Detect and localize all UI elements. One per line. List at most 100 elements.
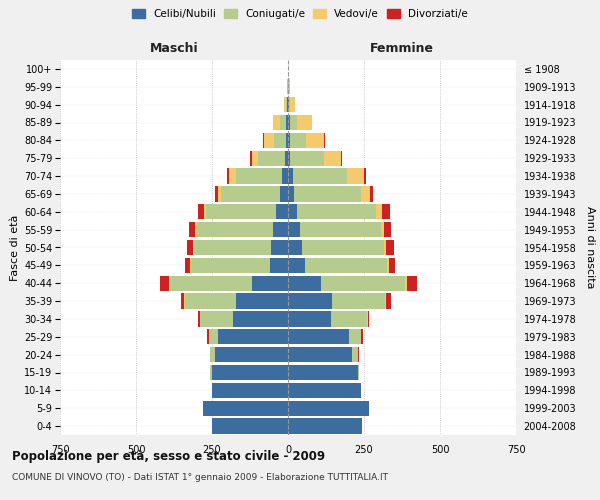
Bar — [203, 400, 288, 416]
Bar — [288, 115, 290, 130]
Bar — [215, 347, 288, 362]
Bar — [349, 329, 361, 344]
Bar — [209, 329, 218, 344]
Legend: Celibi/Nubili, Coniugati/e, Vedovi/e, Divorziati/e: Celibi/Nubili, Coniugati/e, Vedovi/e, Di… — [128, 5, 472, 24]
Bar — [280, 186, 288, 202]
Bar — [288, 204, 297, 220]
Bar — [364, 168, 365, 184]
Bar — [352, 347, 358, 362]
Bar — [288, 258, 305, 273]
Bar — [251, 150, 257, 166]
Bar — [324, 150, 341, 166]
Bar — [271, 240, 288, 255]
Bar — [288, 294, 332, 308]
Bar — [257, 150, 285, 166]
Bar — [273, 115, 280, 130]
Bar — [288, 222, 300, 237]
Bar — [294, 186, 361, 202]
Bar — [384, 240, 386, 255]
Bar — [288, 276, 322, 291]
Bar — [284, 97, 286, 112]
Bar — [288, 347, 352, 362]
Bar — [211, 365, 212, 380]
Bar — [195, 222, 197, 237]
Bar — [290, 133, 306, 148]
Bar — [290, 150, 324, 166]
Bar — [361, 186, 370, 202]
Bar — [293, 168, 347, 184]
Bar — [332, 294, 385, 308]
Bar — [200, 312, 233, 326]
Bar — [297, 115, 313, 130]
Bar — [160, 276, 169, 291]
Bar — [288, 150, 290, 166]
Bar — [287, 97, 288, 112]
Bar — [205, 204, 206, 220]
Bar — [331, 312, 367, 326]
Bar — [384, 222, 391, 237]
Bar — [212, 418, 288, 434]
Bar — [288, 329, 349, 344]
Bar — [236, 168, 282, 184]
Bar — [290, 115, 297, 130]
Bar — [218, 329, 288, 344]
Bar — [381, 222, 384, 237]
Bar — [288, 418, 362, 434]
Bar — [285, 150, 288, 166]
Bar — [211, 347, 215, 362]
Text: Popolazione per età, sesso e stato civile - 2009: Popolazione per età, sesso e stato civil… — [12, 450, 325, 463]
Bar — [229, 168, 236, 184]
Bar — [221, 186, 280, 202]
Bar — [191, 258, 270, 273]
Bar — [322, 276, 405, 291]
Bar — [190, 258, 191, 273]
Bar — [302, 240, 384, 255]
Bar — [276, 204, 288, 220]
Bar — [288, 168, 293, 184]
Bar — [288, 97, 289, 112]
Bar — [288, 400, 368, 416]
Bar — [273, 222, 288, 237]
Bar — [407, 276, 417, 291]
Bar — [286, 133, 288, 148]
Bar — [263, 133, 274, 148]
Bar — [385, 294, 386, 308]
Y-axis label: Fasce di età: Fasce di età — [10, 214, 20, 280]
Bar — [306, 133, 325, 148]
Bar — [358, 365, 359, 380]
Text: Femmine: Femmine — [370, 42, 434, 54]
Text: Maschi: Maschi — [149, 42, 199, 54]
Bar — [227, 168, 229, 184]
Bar — [274, 133, 286, 148]
Bar — [181, 294, 184, 308]
Bar — [289, 97, 290, 112]
Bar — [370, 186, 373, 202]
Bar — [215, 186, 218, 202]
Bar — [368, 312, 369, 326]
Bar — [185, 258, 190, 273]
Bar — [209, 347, 210, 362]
Bar — [387, 258, 389, 273]
Bar — [282, 168, 288, 184]
Bar — [189, 222, 195, 237]
Bar — [389, 258, 395, 273]
Bar — [290, 97, 295, 112]
Bar — [187, 240, 193, 255]
Bar — [288, 383, 361, 398]
Bar — [206, 204, 276, 220]
Bar — [185, 294, 236, 308]
Bar — [212, 383, 288, 398]
Bar — [251, 276, 288, 291]
Bar — [289, 79, 290, 94]
Bar — [286, 115, 288, 130]
Bar — [236, 294, 288, 308]
Bar — [288, 186, 294, 202]
Bar — [197, 222, 273, 237]
Bar — [198, 312, 200, 326]
Y-axis label: Anni di nascita: Anni di nascita — [585, 206, 595, 289]
Bar — [212, 365, 288, 380]
Bar — [233, 312, 288, 326]
Bar — [305, 258, 387, 273]
Bar — [386, 240, 394, 255]
Bar — [280, 115, 286, 130]
